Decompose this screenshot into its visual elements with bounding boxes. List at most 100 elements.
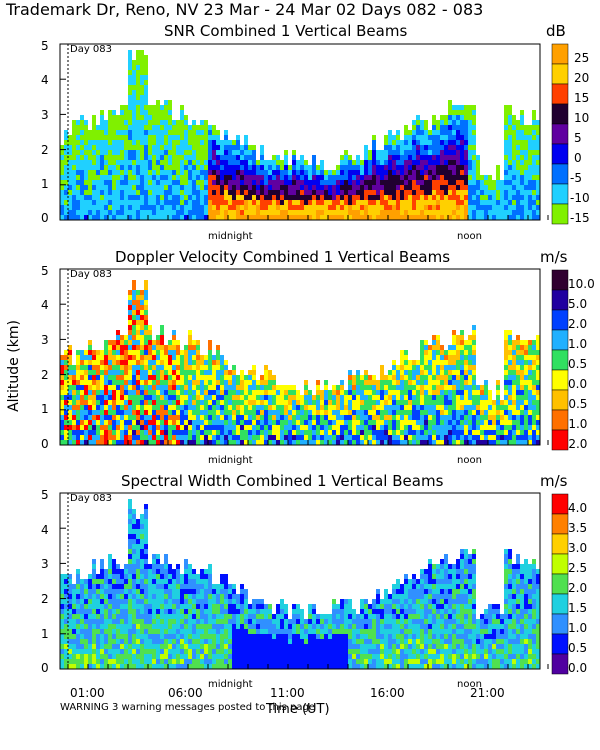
heatmap-cell xyxy=(284,390,288,395)
heatmap-cell xyxy=(316,395,320,400)
heatmap-cell xyxy=(504,405,508,410)
heatmap-cell xyxy=(72,210,76,215)
heatmap-cell xyxy=(140,415,144,420)
heatmap-cell xyxy=(292,425,296,430)
colorbar-swatch xyxy=(551,163,569,185)
heatmap-cell xyxy=(536,130,540,135)
heatmap-cell xyxy=(364,215,368,220)
heatmap-cell xyxy=(488,210,492,215)
heatmap-cell xyxy=(436,420,440,425)
heatmap-cell xyxy=(184,435,188,440)
heatmap-cell xyxy=(512,355,516,360)
heatmap-cell xyxy=(296,435,300,440)
heatmap-cell xyxy=(136,649,140,654)
heatmap-cell xyxy=(248,440,252,445)
heatmap-cell xyxy=(500,210,504,215)
heatmap-cell xyxy=(252,150,256,155)
heatmap-cell xyxy=(380,420,384,425)
heatmap-cell xyxy=(324,390,328,395)
heatmap-cell xyxy=(472,435,476,440)
heatmap-cell xyxy=(300,405,304,410)
heatmap-cell xyxy=(84,639,88,644)
heatmap-cell xyxy=(372,405,376,410)
heatmap-cell xyxy=(228,160,232,165)
heatmap-cell xyxy=(372,420,376,425)
heatmap-cell xyxy=(536,380,540,385)
heatmap-cell xyxy=(408,370,412,375)
heatmap-cell xyxy=(372,185,376,190)
heatmap-cell xyxy=(500,205,504,210)
heatmap-cell xyxy=(472,165,476,170)
heatmap-cell xyxy=(128,654,132,659)
heatmap-cell xyxy=(212,410,216,415)
heatmap-cell xyxy=(240,405,244,410)
heatmap-cell xyxy=(324,430,328,435)
heatmap-cell xyxy=(196,125,200,130)
heatmap-cell xyxy=(164,205,168,210)
heatmap-cell xyxy=(352,395,356,400)
heatmap-cell xyxy=(252,210,256,215)
heatmap-cell xyxy=(364,405,368,410)
heatmap-cell xyxy=(512,345,516,350)
heatmap-cell xyxy=(368,150,372,155)
heatmap-cell xyxy=(388,385,392,390)
heatmap-cell xyxy=(384,155,388,160)
heatmap-cell xyxy=(324,380,328,385)
heatmap-cell xyxy=(100,200,104,205)
heatmap-cell xyxy=(104,355,108,360)
heatmap-cell xyxy=(192,215,196,220)
heatmap-cell xyxy=(508,355,512,360)
heatmap-cell xyxy=(536,150,540,155)
heatmap-cell xyxy=(84,589,88,594)
heatmap-cell xyxy=(468,170,472,175)
heatmap-cell xyxy=(184,170,188,175)
heatmap-cell xyxy=(140,95,144,100)
heatmap-cell xyxy=(232,190,236,195)
heatmap-cell xyxy=(364,160,368,165)
heatmap-cell xyxy=(256,435,260,440)
heatmap-cell xyxy=(384,380,388,385)
heatmap-cell xyxy=(332,190,336,195)
heatmap-cell xyxy=(264,170,268,175)
heatmap-cell xyxy=(132,405,136,410)
heatmap-cell xyxy=(92,190,96,195)
heatmap-cell xyxy=(100,584,104,589)
heatmap-cell xyxy=(168,120,172,125)
heatmap-cell xyxy=(184,410,188,415)
heatmap-cell xyxy=(244,170,248,175)
heatmap-cell xyxy=(192,360,196,365)
heatmap-cell xyxy=(240,440,244,445)
heatmap-cell xyxy=(396,380,400,385)
heatmap-cell xyxy=(348,420,352,425)
heatmap-cell xyxy=(460,120,464,125)
heatmap-cell xyxy=(120,110,124,115)
heatmap-cell xyxy=(364,175,368,180)
heatmap-cell xyxy=(64,380,68,385)
heatmap-cell xyxy=(72,205,76,210)
heatmap-cell xyxy=(188,375,192,380)
heatmap-cell xyxy=(496,410,500,415)
heatmap-cell xyxy=(108,365,112,370)
heatmap-cell xyxy=(200,395,204,400)
heatmap-cell xyxy=(200,360,204,365)
heatmap-cell xyxy=(408,195,412,200)
heatmap-cell xyxy=(288,210,292,215)
heatmap-cell xyxy=(408,150,412,155)
heatmap-cell xyxy=(220,175,224,180)
heatmap-cell xyxy=(80,619,84,624)
heatmap-cell xyxy=(468,165,472,170)
heatmap-cell xyxy=(224,395,228,400)
heatmap-cell xyxy=(128,559,132,564)
heatmap-cell xyxy=(240,435,244,440)
heatmap-cell xyxy=(252,395,256,400)
heatmap-cell xyxy=(76,425,80,430)
heatmap-cell xyxy=(156,155,160,160)
heatmap-cell xyxy=(244,150,248,155)
heatmap-cell xyxy=(112,400,116,405)
heatmap-cell xyxy=(120,430,124,435)
heatmap-cell xyxy=(64,185,68,190)
heatmap-cell xyxy=(188,355,192,360)
ytick-label: 2 xyxy=(41,143,49,157)
heatmap-cell xyxy=(304,395,308,400)
heatmap-cell xyxy=(120,160,124,165)
